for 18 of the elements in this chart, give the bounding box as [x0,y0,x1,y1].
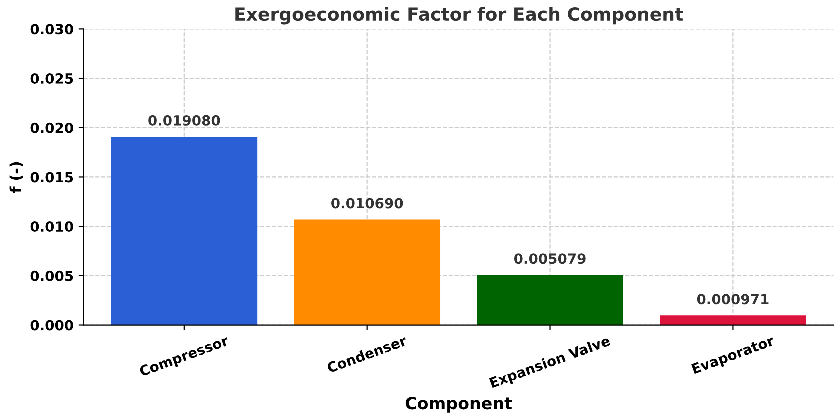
x-axis-title: Component [406,397,512,413]
y-tick-label: 0.020 [30,122,74,134]
y-tick-label: 0.000 [30,320,74,331]
bar [111,136,258,326]
data-label: 0.005079 [514,254,586,264]
y-tick-label: 0.010 [30,222,74,232]
bar [660,316,806,326]
y-tick-label: 0.015 [30,172,74,183]
y-tick-label: 0.030 [30,24,74,35]
bar [294,220,441,326]
data-label: 0.000971 [697,294,769,305]
y-tick-label: 0.025 [30,74,74,84]
bar [477,275,624,326]
data-label: 0.010690 [332,198,404,209]
chart-title: Exergoeconomic Factor for Each Component [236,7,684,25]
data-label: 0.019080 [148,115,220,126]
y-tick-label: 0.005 [30,270,74,282]
y-axis-title: f (-) [10,162,24,194]
